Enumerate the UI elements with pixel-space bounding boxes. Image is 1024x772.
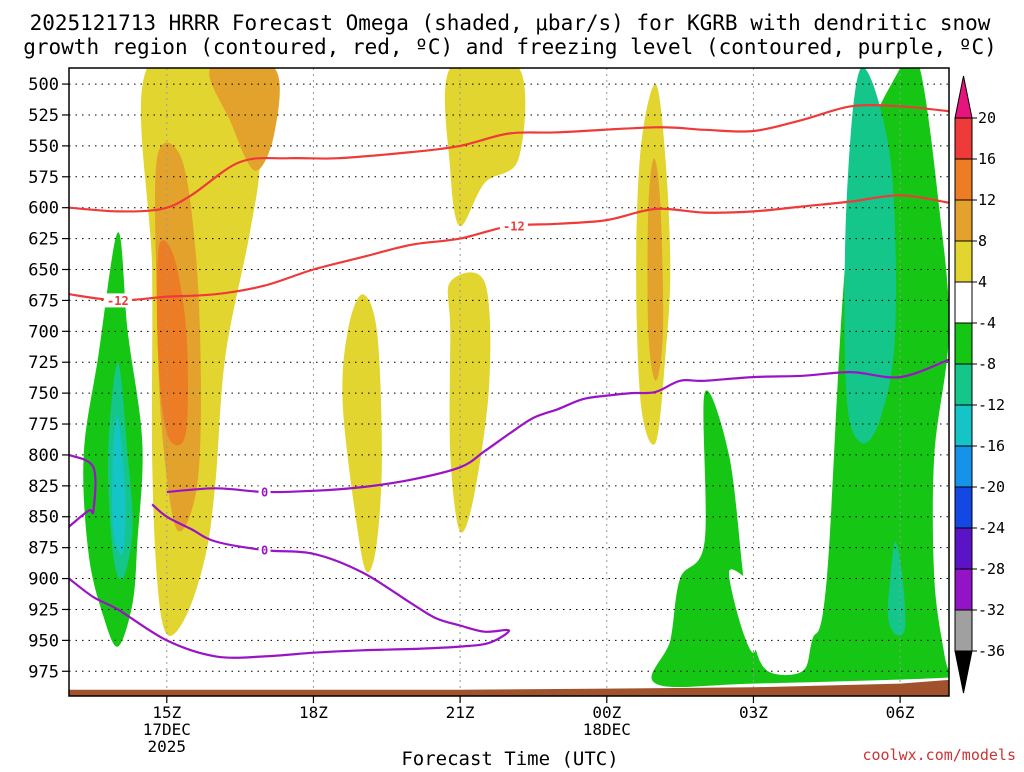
x-tick-label: 15Z bbox=[152, 703, 181, 722]
colorbar: 20 16 12 8 4 -4 -8 -12 -16 -20 -24 -28 -32 -36 bbox=[954, 75, 1005, 694]
colorbar-band bbox=[954, 609, 973, 652]
y-tick-label: 825 bbox=[28, 477, 59, 497]
y-tick-label: 700 bbox=[28, 322, 59, 342]
y-tick-label: 650 bbox=[28, 261, 59, 281]
colorbar-band bbox=[954, 240, 973, 283]
y-tick-label: 625 bbox=[28, 230, 59, 250]
x-tick-label: 21Z bbox=[446, 703, 475, 722]
colorbar-label: -36 bbox=[978, 642, 1005, 660]
plot-frame bbox=[68, 67, 950, 697]
x-tick-label: 03Z bbox=[739, 703, 768, 722]
colorbar-label: -16 bbox=[978, 437, 1005, 455]
colorbar-label: -28 bbox=[978, 560, 1005, 578]
contour-label-bg bbox=[258, 543, 271, 558]
colorbar-label: 20 bbox=[978, 109, 996, 127]
omega-region-downward-gap-03z bbox=[728, 563, 769, 653]
colorbar-band bbox=[954, 568, 973, 611]
colorbar-label: -12 bbox=[978, 396, 1005, 414]
grid-lines bbox=[69, 68, 949, 696]
chart-title-line1: 2025121713 HRRR Forecast Omega (shaded, … bbox=[30, 11, 991, 35]
y-tick-label: 775 bbox=[28, 415, 59, 435]
x-tick-sublabel: 18DEC bbox=[583, 720, 631, 739]
colorbar-label: -8 bbox=[978, 355, 996, 373]
y-tick-label: 950 bbox=[28, 631, 59, 651]
contour-line-4 bbox=[69, 453, 97, 528]
y-tick-label: 875 bbox=[28, 539, 59, 559]
colorbar-band bbox=[954, 404, 973, 447]
contour-label: -12 bbox=[503, 219, 525, 233]
y-tick-label: 600 bbox=[28, 199, 59, 219]
y-tick-label: 900 bbox=[28, 570, 59, 590]
plot-area: -12 -12 0 0 bbox=[69, 68, 949, 696]
omega-region-upward-max-15z bbox=[156, 240, 189, 446]
colorbar-band bbox=[954, 486, 973, 529]
y-tick-label: 975 bbox=[28, 662, 59, 682]
y-tick-label: 575 bbox=[28, 168, 59, 188]
x-tick-label: 06Z bbox=[886, 703, 915, 722]
x-tick-sublabel: 17DEC bbox=[143, 720, 191, 739]
y-tick-label: 850 bbox=[28, 508, 59, 528]
contour-line-2 bbox=[166, 358, 949, 494]
contour-line-0 bbox=[69, 104, 949, 213]
omega-region-downward-core-05z bbox=[844, 68, 896, 444]
colorbar-label: 12 bbox=[978, 191, 996, 209]
colorbar-band bbox=[954, 117, 973, 160]
y-tick-label: 800 bbox=[28, 446, 59, 466]
credit-link[interactable]: coolwx.com/models bbox=[862, 746, 1016, 764]
colorbar-label: -24 bbox=[978, 519, 1005, 537]
y-tick-label: 500 bbox=[28, 75, 59, 95]
y-tick-label: 750 bbox=[28, 384, 59, 404]
contour-label-bg bbox=[258, 485, 271, 500]
y-tick-label: 725 bbox=[28, 353, 59, 373]
y-tick-label: 550 bbox=[28, 137, 59, 157]
colorbar-label: 16 bbox=[978, 150, 996, 168]
contour-label: 0 bbox=[261, 486, 268, 500]
colorbar-top-triangle bbox=[954, 75, 973, 119]
colorbar-band bbox=[954, 158, 973, 201]
colorbar-band bbox=[954, 445, 973, 488]
y-axis: 500 525 550 575 600 625 650 675 700 725 750 775 800 8… bbox=[28, 75, 69, 682]
omega-shading bbox=[83, 68, 949, 688]
chart-title-line2: growth region (contoured, red, ºC) and f… bbox=[23, 35, 997, 59]
colorbar-label: -32 bbox=[978, 601, 1005, 619]
contour-label: -12 bbox=[107, 294, 129, 308]
colorbar-label: 8 bbox=[978, 232, 987, 250]
contour-label: 0 bbox=[261, 544, 268, 558]
contour-lines: -12 -12 0 0 bbox=[69, 104, 949, 659]
y-tick-label: 525 bbox=[28, 106, 59, 126]
x-tick-label: 18Z bbox=[299, 703, 328, 722]
contour-label-bg bbox=[103, 293, 132, 308]
omega-region-upward-lobe-21z-high bbox=[444, 68, 526, 227]
colorbar-band bbox=[954, 199, 973, 242]
colorbar-band bbox=[954, 281, 973, 324]
contour-line-3 bbox=[69, 503, 511, 659]
colorbar-band bbox=[954, 527, 973, 570]
colorbar-band bbox=[954, 322, 973, 365]
y-tick-label: 925 bbox=[28, 600, 59, 620]
x-tick-sublabel: 2025 bbox=[148, 737, 187, 756]
omega-region-upward-lobe-19z bbox=[342, 294, 382, 573]
omega-region-downward-max-14z bbox=[112, 416, 126, 556]
colorbar-label: -4 bbox=[978, 314, 996, 332]
colorbar-label: -20 bbox=[978, 478, 1005, 496]
colorbar-band bbox=[954, 363, 973, 406]
contour-label-bg bbox=[499, 218, 528, 233]
omega-region-upward-core-15z bbox=[209, 68, 280, 171]
x-axis-label: Forecast Time (UTC) bbox=[401, 748, 618, 768]
y-tick-label: 675 bbox=[28, 291, 59, 311]
colorbar-bottom-triangle bbox=[954, 650, 973, 694]
terrain-band bbox=[69, 679, 949, 696]
colorbar-label: 4 bbox=[978, 273, 987, 291]
omega-region-downward-core-06z bbox=[887, 541, 906, 636]
x-tick-label: 00Z bbox=[592, 703, 621, 722]
terrain-fill bbox=[69, 679, 949, 696]
